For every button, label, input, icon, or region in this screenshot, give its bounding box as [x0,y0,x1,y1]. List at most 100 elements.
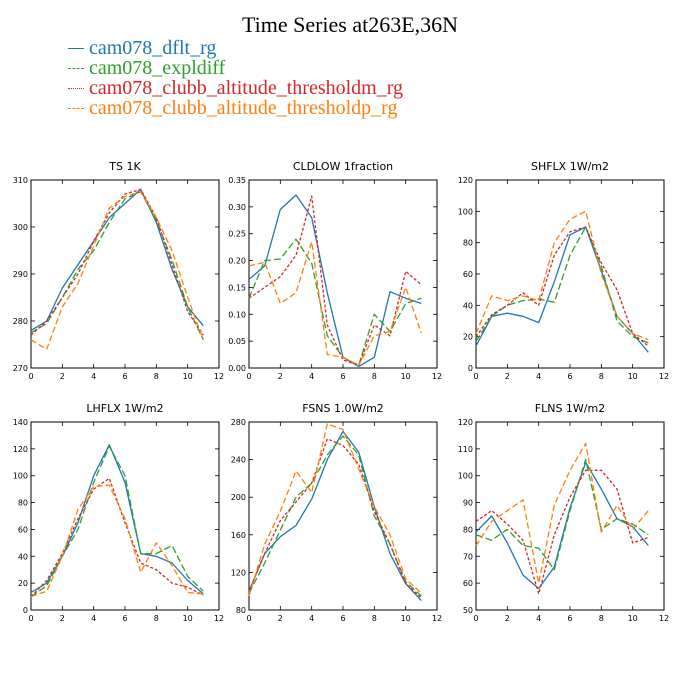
y-tick-label: 110 [458,445,473,454]
y-tick-label: 0.10 [228,310,246,319]
plot-frame [475,421,665,611]
panel-title: FSNS 1.0W/m2 [302,402,384,415]
series-line-cam078_dflt_rg [248,194,422,368]
series-line-cam078_clubb_altitude_thresholdm_rg [248,438,422,599]
x-tick-label: 6 [340,372,345,381]
x-tick-label: 4 [91,614,96,623]
series-line-cam078_expldiff [475,458,649,571]
x-tick-label: 8 [599,372,604,381]
legend-swatch [68,87,84,89]
x-tick-label: 0 [246,372,251,381]
y-tick-label: 0 [23,606,28,615]
y-tick-label: 0.35 [228,176,246,185]
x-tick-label: 8 [154,372,159,381]
x-tick-label: 10 [628,614,638,623]
y-tick-label: 20 [18,579,28,588]
series-line-cam078_clubb_altitude_thresholdm_rg [475,469,649,595]
x-tick-label: 4 [309,372,314,381]
x-tick-label: 12 [432,614,442,623]
x-tick-label: 12 [214,614,224,623]
plot-frame [475,179,665,369]
x-tick-label: 10 [401,372,411,381]
series-line-cam078_clubb_altitude_thresholdp_rg [248,241,422,366]
x-tick-label: 12 [659,372,669,381]
chart-panel: FSNS 1.0W/m2 0 2 4 6 8 10 12 80 120 160 200 240 280 [231,402,442,623]
series-line-cam078_expldiff [248,238,422,366]
y-tick-label: 100 [458,472,473,481]
x-tick-label: 0 [246,614,251,623]
x-tick-label: 10 [401,614,411,623]
x-tick-label: 2 [278,614,283,623]
y-tick-label: 50 [463,606,473,615]
y-tick-label: 80 [463,239,473,248]
x-tick-label: 4 [536,614,541,623]
legend-label: cam078_clubb_altitude_thresholdp_rg [89,96,398,119]
y-tick-label: 280 [13,317,28,326]
series-line-cam078_clubb_altitude_thresholdp_rg [30,191,204,350]
chart-panel: CLDLOW 1fraction 0 2 4 6 8 10 12 0.00 0.05 0.10 0.1… [228,160,442,381]
legend-label: cam078_clubb_altitude_thresholdm_rg [89,76,404,99]
chart-panel: TS 1K 0 2 4 6 8 10 12 270 280 290 300 310 [13,160,224,381]
x-tick-label: 10 [183,372,193,381]
y-tick-label: 120 [458,418,473,427]
series-line-cam078_clubb_altitude_thresholdp_rg [30,484,204,598]
y-tick-label: 20 [463,333,473,342]
y-tick-label: 0.00 [228,364,246,373]
y-tick-label: 160 [231,531,246,540]
y-tick-label: 100 [13,472,28,481]
plot-frame [248,179,438,369]
series-line-cam078_expldiff [248,435,422,597]
series-line-cam078_dflt_rg [248,430,422,602]
x-tick-label: 0 [28,372,33,381]
x-tick-label: 4 [536,372,541,381]
x-tick-label: 6 [122,614,127,623]
series-line-cam078_clubb_altitude_thresholdm_rg [30,477,204,598]
series-line-cam078_clubb_altitude_thresholdp_rg [475,442,649,584]
x-tick-label: 6 [340,614,345,623]
x-tick-label: 8 [154,614,159,623]
y-tick-label: 290 [13,270,28,279]
y-tick-label: 200 [231,493,246,502]
legend-entry: cam078_clubb_altitude_thresholdp_rg [68,96,403,119]
plot-frame [30,179,220,369]
y-tick-label: 270 [13,364,28,373]
series-line-cam078_clubb_altitude_thresholdp_rg [248,423,422,597]
x-tick-label: 0 [473,614,478,623]
x-tick-label: 6 [567,614,572,623]
panel-title: FLNS 1W/m2 [535,402,605,415]
y-tick-label: 0.30 [228,203,246,212]
y-tick-label: 140 [13,418,28,427]
y-tick-label: 240 [231,456,246,465]
y-tick-label: 120 [458,176,473,185]
panel-title: TS 1K [108,160,141,173]
legend-entry: cam078_expldiff [68,56,403,79]
series-line-cam078_clubb_altitude_thresholdm_rg [475,226,649,347]
series-line-cam078_dflt_rg [475,226,649,353]
y-tick-label: 80 [236,606,246,615]
legend-swatch [68,67,84,69]
y-tick-label: 310 [13,176,28,185]
y-tick-label: 40 [18,552,28,561]
x-tick-label: 8 [372,372,377,381]
y-tick-label: 0.05 [228,337,246,346]
x-tick-label: 12 [214,372,224,381]
y-tick-label: 90 [463,499,473,508]
x-tick-label: 2 [505,372,510,381]
legend-swatch [68,47,84,49]
x-tick-label: 10 [183,614,193,623]
legend-label: cam078_expldiff [89,56,226,79]
y-tick-label: 280 [231,418,246,427]
y-tick-label: 80 [18,499,28,508]
panel-title: LHFLX 1W/m2 [86,402,163,415]
y-tick-label: 0.25 [228,230,246,239]
y-tick-label: 300 [13,223,28,232]
y-tick-label: 60 [463,579,473,588]
y-tick-label: 0.20 [228,257,246,266]
x-tick-label: 2 [278,372,283,381]
y-tick-label: 80 [463,525,473,534]
x-tick-label: 0 [28,614,33,623]
x-tick-label: 2 [60,614,65,623]
plot-frame [30,421,220,611]
